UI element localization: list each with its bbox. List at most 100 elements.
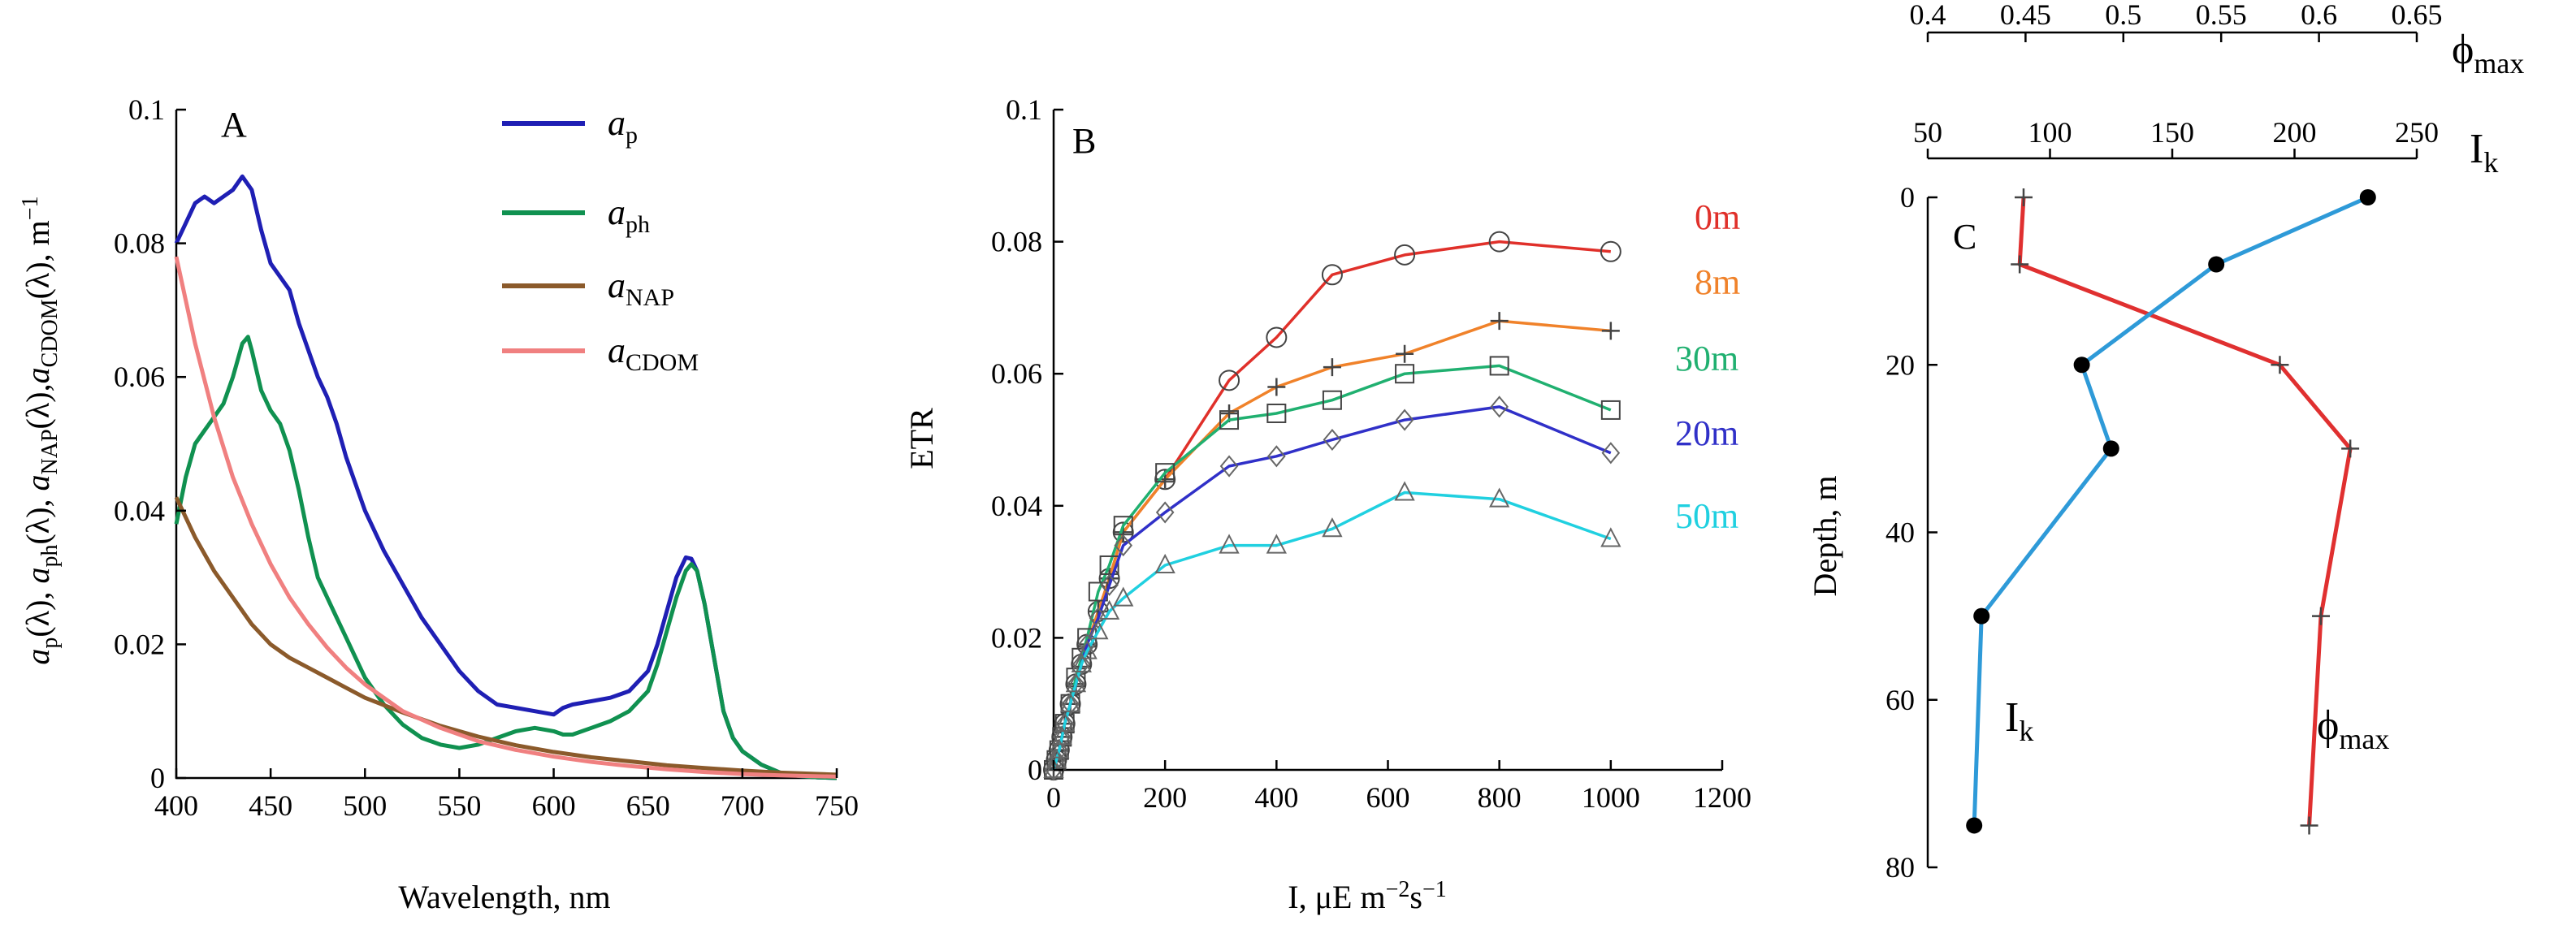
- panel-a-y-tick-label: 0.06: [114, 361, 165, 393]
- panel-b-axis-lines: [1052, 110, 1722, 772]
- phi-max-axis-title: ϕmax: [2452, 27, 2524, 80]
- ik-tick-label: 250: [2395, 116, 2439, 149]
- data-point-0m: [1266, 326, 1288, 348]
- data-point-8m: [1601, 322, 1620, 340]
- ik-axis-title: Ik: [2470, 126, 2498, 179]
- legend-label-a-nap: aNAP: [608, 266, 674, 311]
- panel-a-ticks: 400 450 500 550 600 650 700 750 0 0.02 0.04 0.06 0.0…: [114, 93, 859, 822]
- data-point-8m: [1396, 344, 1414, 363]
- data-point-30m: [1155, 463, 1175, 483]
- data-point-20m: [1219, 455, 1239, 478]
- data-point-20m: [1601, 442, 1621, 465]
- panel-a-series: [174, 174, 838, 780]
- series-line-8m: [1052, 319, 1611, 771]
- legend-label-a-p: ap: [608, 103, 638, 149]
- panel-c-y-tick-label: 60: [1885, 684, 1915, 716]
- panel-a-x-axis-label: Wavelength, nm: [398, 879, 610, 915]
- panel-b-axes: [1052, 110, 1722, 772]
- data-point-phi-max: [2014, 188, 2033, 206]
- data-point-30m: [1600, 400, 1621, 420]
- data-point-30m: [1219, 410, 1240, 430]
- panel-c-y-axis-label: Depth, m: [1807, 476, 1843, 597]
- data-point-50m: [1098, 599, 1120, 620]
- series-label-8m: 8m: [1695, 262, 1740, 302]
- legend-item-a-p: ap: [502, 103, 638, 149]
- data-point-20m: [1490, 396, 1509, 418]
- data-point-ik: [2359, 189, 2376, 205]
- data-point-50m: [1154, 553, 1175, 573]
- data-point-20m: [1155, 501, 1175, 524]
- data-point-0m: [1600, 240, 1621, 262]
- legend-label-a-ph: aph: [608, 192, 650, 238]
- data-point-30m: [1395, 364, 1415, 384]
- data-point-8m: [1323, 358, 1341, 377]
- ik-tick-label: 150: [2150, 116, 2194, 149]
- data-point-phi-max: [2341, 439, 2360, 458]
- panel-a-axes: [175, 110, 837, 780]
- series-line-a-ph: [174, 335, 838, 780]
- panel-b-etr-chart: 0 200 400 600 800 1000 1200 0 0.02 0.04 0.06 0.08 0.…: [903, 93, 1751, 915]
- panel-b-y-tick-label: 0.04: [991, 490, 1042, 522]
- panel-a-letter: A: [221, 105, 247, 145]
- panel-c-y-tick-label: 80: [1885, 851, 1915, 884]
- data-point-20m: [1089, 607, 1108, 629]
- data-point-20m: [1067, 672, 1085, 695]
- panel-a-x-tick-label: 750: [815, 789, 859, 822]
- phi-max-tick-label: 0.45: [2000, 0, 2051, 31]
- panel-c-y-tick-label: 40: [1885, 517, 1915, 549]
- phi-max-tick-label: 0.55: [2196, 0, 2247, 31]
- phi-max-curve-label: ϕmax: [2317, 702, 2389, 755]
- data-point-20m: [1100, 573, 1119, 596]
- data-point-50m: [1043, 758, 1064, 778]
- panel-a-x-tick-label: 650: [626, 789, 670, 822]
- panel-b-x-tick-label: 1000: [1582, 781, 1640, 814]
- series-label-20m: 20m: [1675, 413, 1738, 453]
- phi-max-tick-label: 0.5: [2105, 0, 2141, 31]
- panel-a-x-tick-label: 550: [437, 789, 481, 822]
- data-point-20m: [1395, 408, 1414, 431]
- data-point-phi-max: [2312, 607, 2331, 625]
- legend-label-a-cdom: aCDOM: [608, 331, 699, 376]
- data-point-ik: [1966, 817, 1983, 834]
- data-point-50m: [1046, 748, 1067, 768]
- data-point-ik: [2102, 440, 2119, 457]
- data-point-50m: [1076, 639, 1098, 659]
- series-label-30m: 30m: [1675, 339, 1738, 378]
- series-line-phi-max: [2017, 197, 2353, 826]
- data-point-ik: [2073, 357, 2090, 374]
- panel-c-series: [1966, 188, 2376, 835]
- data-point-50m: [1489, 487, 1510, 508]
- data-point-50m: [1051, 725, 1072, 746]
- phi-max-tick-label: 0.4: [1910, 0, 1946, 31]
- panel-a-legend: ap aph aNAP aCDOM: [502, 103, 699, 376]
- data-point-20m: [1050, 739, 1069, 762]
- panel-b-y-axis-label: ETR: [903, 408, 940, 469]
- data-point-50m: [1049, 738, 1070, 759]
- data-point-30m: [1489, 356, 1509, 376]
- data-point-50m: [1065, 672, 1087, 693]
- panel-b-y-tick-label: 0: [1028, 754, 1042, 786]
- panel-b-ticks: 0 200 400 600 800 1000 1200 0 0.02 0.04 0.06 0.08 0.…: [991, 93, 1751, 814]
- data-point-20m: [1323, 428, 1342, 452]
- data-point-50m: [1266, 534, 1287, 554]
- data-point-phi-max: [2011, 255, 2029, 274]
- ik-tick-label: 100: [2028, 116, 2072, 149]
- data-point-20m: [1267, 445, 1286, 468]
- data-point-8m: [1267, 378, 1286, 396]
- data-point-0m: [1219, 370, 1240, 391]
- panel-b-y-tick-label: 0.02: [991, 621, 1042, 654]
- panel-a-y-tick-label: 0: [150, 762, 165, 794]
- panel-b-x-axis-label: I, μE m−2s−1: [1288, 877, 1446, 915]
- series-line-a-p: [174, 174, 838, 780]
- panel-b-series-labels: 0m 8m 30m 20m 50m: [1675, 197, 1740, 536]
- panel-a-y-axis-label: ap(λ), aph(λ), aNAP(λ),aCDOM(λ), m−1: [18, 196, 63, 664]
- data-point-0m: [1321, 264, 1343, 286]
- data-point-50m: [1322, 517, 1343, 538]
- panel-b-x-tick-label: 200: [1143, 781, 1187, 814]
- panel-c-ticks: 0 20 40 60 80 0.4 0.45 0.5 0.55 0.6 0.65 50 100 150 20…: [1885, 0, 2443, 884]
- ik-curve-label: Ik: [2005, 694, 2033, 747]
- data-point-phi-max: [2271, 356, 2289, 374]
- series-line-a-cdom: [174, 256, 838, 779]
- data-point-20m: [1061, 693, 1080, 715]
